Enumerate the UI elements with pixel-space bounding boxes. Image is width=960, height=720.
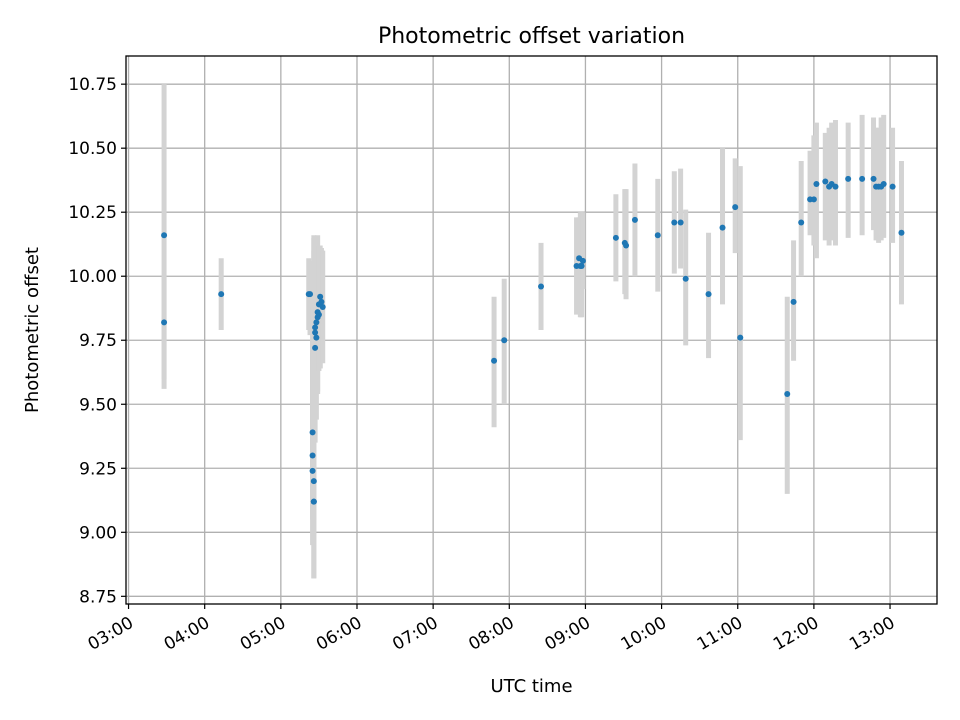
data-point [737,334,744,341]
data-point [218,291,225,298]
y-tick-label: 9.25 [79,459,117,479]
data-point [313,319,320,326]
data-point [309,452,316,459]
data-point [784,391,791,398]
data-point [538,283,545,290]
data-point [313,334,320,341]
data-point [309,467,316,474]
data-point [161,232,168,239]
data-point [312,324,319,331]
data-point [318,298,325,305]
data-point [813,181,820,188]
data-point [631,216,638,223]
data-point [312,344,319,351]
data-point [832,183,839,190]
data-point [671,219,678,226]
y-tick-label: 9.50 [79,395,117,415]
data-point [859,175,866,182]
chart-title: Photometric offset variation [378,24,685,49]
data-point [161,319,168,326]
data-point [319,303,326,310]
y-tick-label: 10.00 [68,267,117,287]
data-point [307,291,314,298]
data-point [677,219,684,226]
data-point [719,224,726,231]
data-point [309,429,316,436]
data-point [654,232,661,239]
data-point [870,175,877,182]
data-point [612,234,619,241]
data-point [310,498,317,505]
data-point [579,257,586,264]
y-tick-label: 10.25 [68,203,117,223]
data-point [790,298,797,305]
grid [126,56,937,604]
data-point [798,219,805,226]
y-tick-label: 9.00 [79,523,117,543]
y-axis-label: Photometric offset [22,247,43,413]
data-point [682,275,689,282]
x-axis-label: UTC time [490,676,572,697]
y-tick-label: 9.75 [79,331,117,351]
data-point [898,229,905,236]
y-tick-label: 10.50 [68,139,117,159]
data-point [880,181,887,188]
data-point [845,175,852,182]
data-point [491,357,498,364]
data-point [822,178,829,185]
data-point [501,337,508,344]
data-point [623,242,630,249]
data-point [732,204,739,211]
data-point [310,478,317,485]
data-point [578,262,585,269]
data-point [315,311,322,318]
y-tick-label: 8.75 [79,587,117,607]
plot-frame [125,55,938,605]
data-points [161,175,905,505]
data-point [312,329,319,336]
data-point [889,183,896,190]
data-point [810,196,817,203]
data-point [317,293,324,300]
data-point [705,291,712,298]
y-tick-label: 10.75 [68,75,117,95]
